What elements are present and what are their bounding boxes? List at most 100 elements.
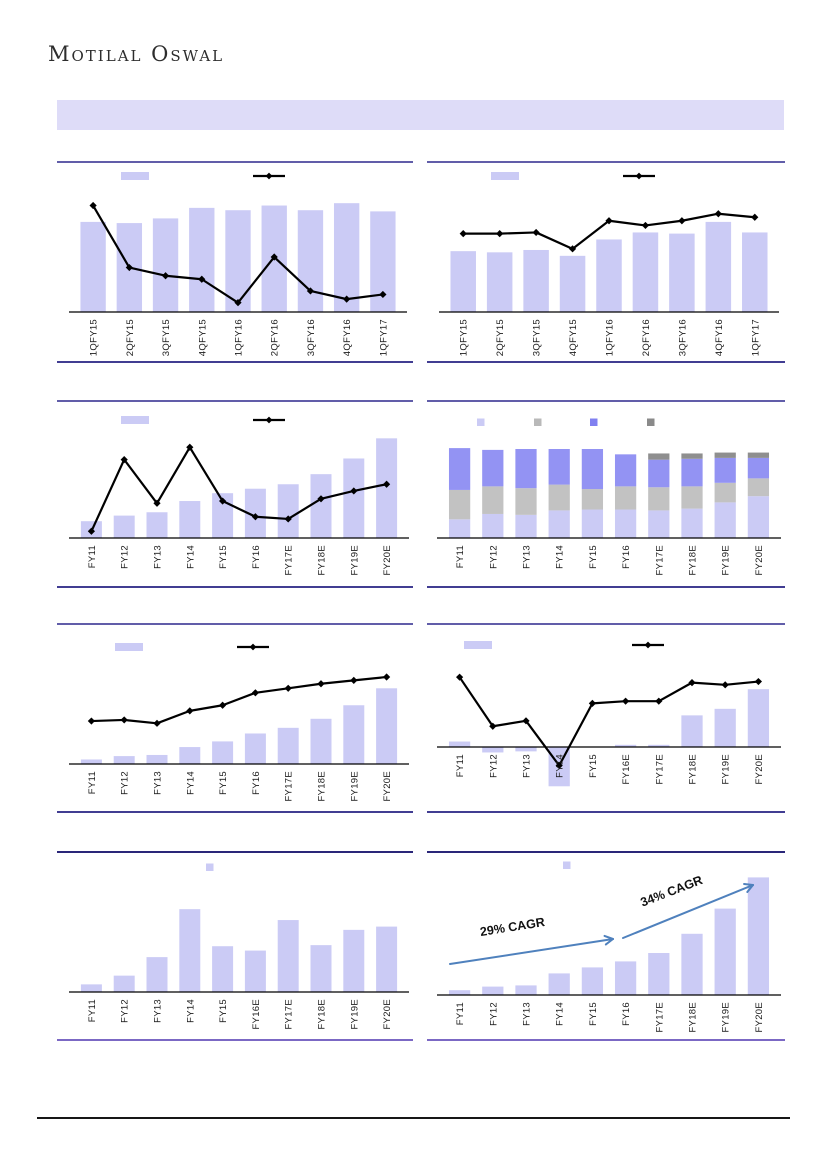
svg-text:FY17E: FY17E [284,999,295,1030]
svg-text:FY20E: FY20E [382,545,393,576]
svg-text:FY13: FY13 [153,545,164,569]
svg-text:FY18E: FY18E [688,545,699,576]
chart-panel-3: FY11 FY12 FY13 FY14 FY15 FY16 FY17E FY18E FY19E F… [57,400,413,588]
section-title-banner [57,100,784,130]
svg-text:3QFY16: 3QFY16 [306,319,317,356]
chart-1-canvas: 1QFY15 2QFY15 3QFY15 4QFY15 1QFY16 2QFY16 3QFY… [69,172,407,356]
chart-4-canvas: FY11 FY12 FY13 FY14 FY15 FY16 FY17E FY18E FY19E F… [437,418,781,576]
svg-text:FY13: FY13 [153,771,164,795]
svg-text:FY11: FY11 [87,999,98,1022]
svg-text:FY12: FY12 [120,771,131,795]
svg-text:FY11: FY11 [455,1002,466,1025]
svg-text:FY17E: FY17E [654,754,665,785]
svg-text:2QFY16: 2QFY16 [641,319,652,356]
chart-2-canvas: 1QFY15 2QFY15 3QFY15 4QFY15 1QFY16 2QFY16 3QFY… [439,172,779,356]
company-logo: Motilal Oswal [48,42,225,66]
svg-text:FY13: FY13 [153,999,164,1023]
svg-text:FY11: FY11 [455,754,466,777]
svg-text:FY15: FY15 [218,999,229,1023]
svg-text:FY14: FY14 [185,999,196,1023]
svg-text:FY20E: FY20E [382,771,393,802]
svg-text:FY16E: FY16E [251,999,262,1030]
svg-text:FY14: FY14 [555,545,566,569]
chart-panel-6: FY11 FY12 FY13 FY14 FY15 FY16E FY17E FY18E FY19E… [427,623,785,813]
svg-text:FY11: FY11 [455,545,466,568]
svg-text:FY11: FY11 [87,545,98,568]
svg-text:2QFY16: 2QFY16 [270,319,281,356]
svg-text:34% CAGR: 34% CAGR [639,873,705,909]
chart-panel-4: FY11 FY12 FY13 FY14 FY15 FY16 FY17E FY18E FY19E F… [427,400,785,588]
svg-text:FY12: FY12 [488,1002,499,1026]
svg-text:FY17E: FY17E [284,771,295,802]
svg-text:4QFY15: 4QFY15 [568,319,579,356]
svg-text:3QFY15: 3QFY15 [161,319,172,356]
svg-text:FY20E: FY20E [382,999,393,1030]
chart-panel-1: 1QFY15 2QFY15 3QFY15 4QFY15 1QFY16 2QFY16 3QFY… [57,161,413,363]
chart-6-canvas: FY11 FY12 FY13 FY14 FY15 FY16E FY17E FY18E FY19E… [437,641,781,787]
svg-text:2QFY15: 2QFY15 [125,319,136,356]
chart-panel-7: FY11 FY12 FY13 FY14 FY15 FY16E FY17E FY18E FY19E… [57,851,413,1041]
svg-text:FY19E: FY19E [349,999,360,1030]
svg-text:FY20E: FY20E [754,754,765,785]
svg-text:FY18E: FY18E [317,999,328,1030]
svg-text:FY19E: FY19E [721,545,732,576]
svg-text:FY15: FY15 [588,754,599,778]
svg-text:3QFY16: 3QFY16 [677,319,688,356]
svg-text:FY14: FY14 [185,545,196,569]
chart-panel-5: FY11 FY12 FY13 FY14 FY15 FY16 FY17E FY18E FY19E F… [57,623,413,813]
svg-text:FY18E: FY18E [317,771,328,802]
svg-text:FY16: FY16 [251,771,262,795]
chart-8-canvas: FY11 FY12 FY13 FY14 FY15 FY16 FY17E FY18E FY19E F… [437,861,781,1033]
svg-text:FY12: FY12 [488,754,499,778]
svg-text:29% CAGR: 29% CAGR [479,915,546,939]
svg-text:FY12: FY12 [488,545,499,569]
svg-text:FY13: FY13 [522,1002,533,1026]
svg-text:FY16: FY16 [621,545,632,569]
svg-text:FY18E: FY18E [688,1002,699,1033]
chart-5-canvas: FY11 FY12 FY13 FY14 FY15 FY16 FY17E FY18E FY19E F… [69,643,409,802]
svg-text:1QFY16: 1QFY16 [605,319,616,356]
chart-7-canvas: FY11 FY12 FY13 FY14 FY15 FY16E FY17E FY18E FY19E… [69,863,409,1030]
svg-text:FY15: FY15 [588,1002,599,1026]
svg-text:FY20E: FY20E [754,545,765,576]
svg-text:FY13: FY13 [522,754,533,778]
svg-text:4QFY16: 4QFY16 [342,319,353,356]
svg-text:3QFY15: 3QFY15 [532,319,543,356]
svg-text:FY12: FY12 [120,999,131,1023]
svg-text:4QFY15: 4QFY15 [197,319,208,356]
footer-divider [37,1117,790,1119]
svg-text:FY14: FY14 [185,771,196,795]
chart-3-canvas: FY11 FY12 FY13 FY14 FY15 FY16 FY17E FY18E FY19E F… [69,416,409,576]
svg-text:FY15: FY15 [588,545,599,569]
svg-text:1QFY17: 1QFY17 [750,319,761,356]
svg-text:FY15: FY15 [218,545,229,569]
svg-text:4QFY16: 4QFY16 [714,319,725,356]
svg-text:FY17E: FY17E [654,1002,665,1033]
svg-text:1QFY15: 1QFY15 [459,319,470,356]
svg-text:FY12: FY12 [120,545,131,569]
svg-text:FY17E: FY17E [284,545,295,576]
svg-text:1QFY15: 1QFY15 [89,319,100,356]
svg-text:FY19E: FY19E [721,754,732,785]
svg-text:FY16: FY16 [621,1002,632,1026]
svg-text:FY14: FY14 [555,1002,566,1026]
svg-text:FY18E: FY18E [688,754,699,785]
svg-text:1QFY16: 1QFY16 [234,319,245,356]
chart-panel-8: FY11 FY12 FY13 FY14 FY15 FY16 FY17E FY18E FY19E F… [427,851,785,1041]
svg-text:FY19E: FY19E [349,771,360,802]
svg-text:FY20E: FY20E [754,1002,765,1033]
svg-text:FY16E: FY16E [621,754,632,785]
svg-text:FY16: FY16 [251,545,262,569]
chart-panel-2: 1QFY15 2QFY15 3QFY15 4QFY15 1QFY16 2QFY16 3QFY… [427,161,785,363]
svg-text:FY14: FY14 [555,754,566,778]
svg-text:FY17E: FY17E [654,545,665,576]
svg-text:FY19E: FY19E [349,545,360,576]
svg-text:FY19E: FY19E [721,1002,732,1033]
svg-text:1QFY17: 1QFY17 [378,319,389,356]
svg-text:FY11: FY11 [87,771,98,794]
svg-text:FY18E: FY18E [317,545,328,576]
svg-text:FY13: FY13 [522,545,533,569]
svg-text:2QFY15: 2QFY15 [495,319,506,356]
svg-text:FY15: FY15 [218,771,229,795]
